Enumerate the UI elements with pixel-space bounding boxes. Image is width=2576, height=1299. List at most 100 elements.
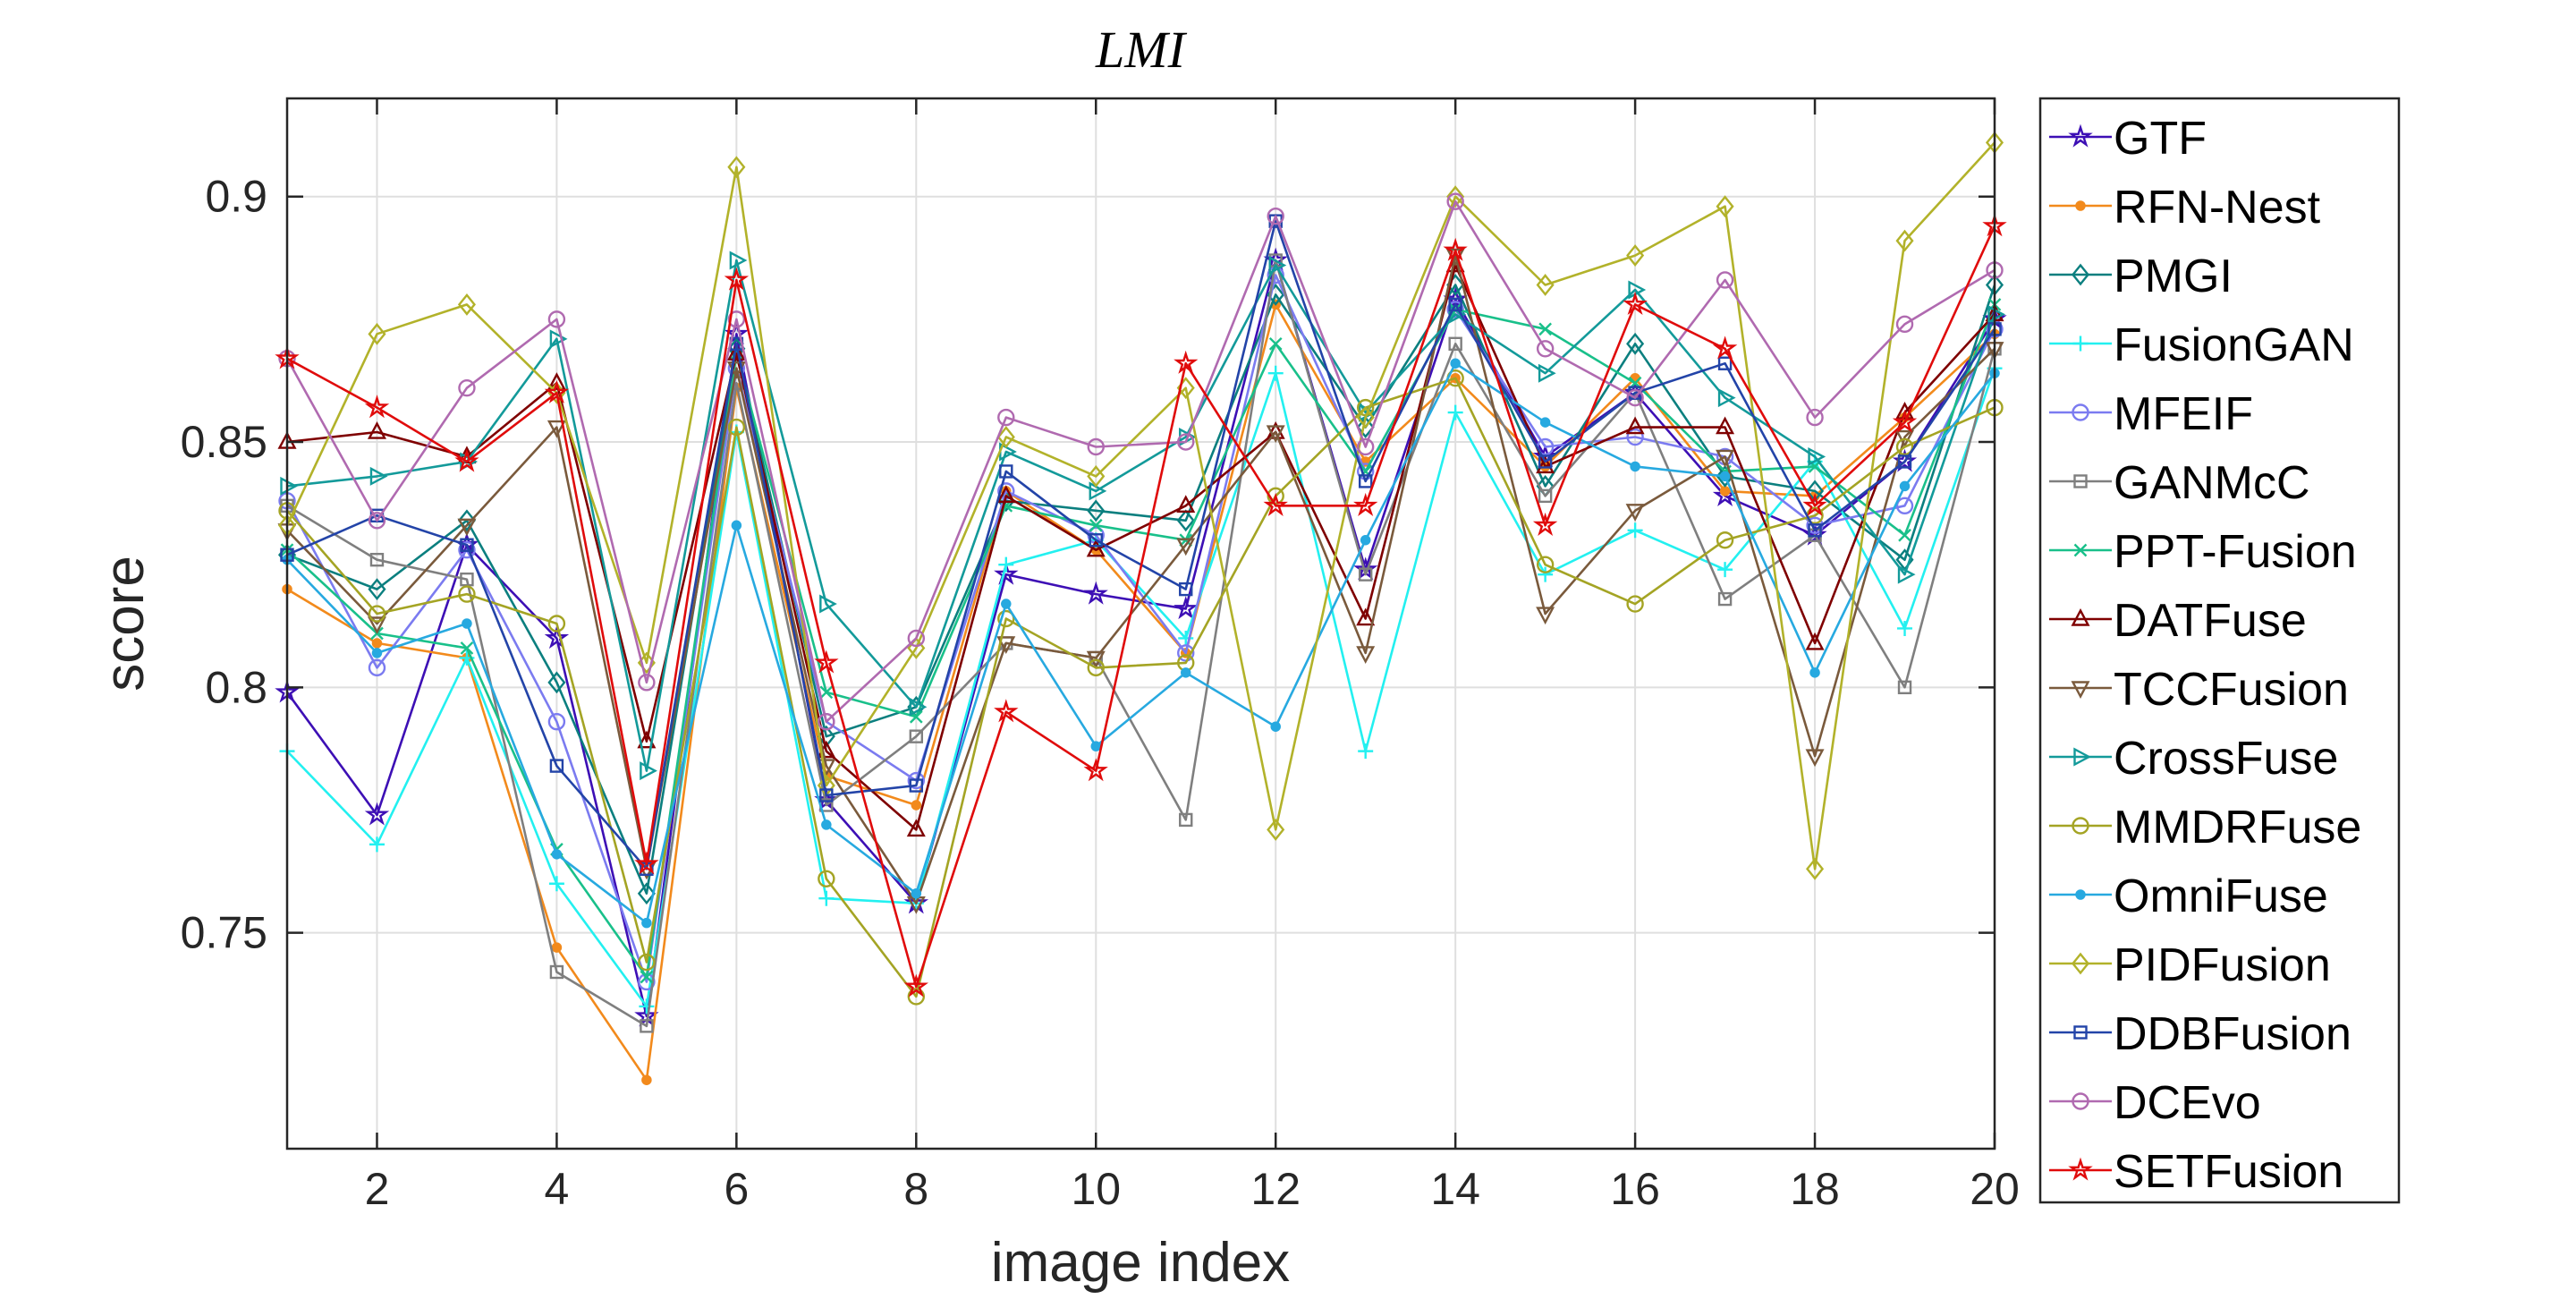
data-point-fusiongan bbox=[1717, 562, 1733, 578]
data-point-ppt-fusion bbox=[1268, 336, 1283, 351]
data-point-tccfusion bbox=[547, 420, 566, 438]
data-point-omnifuse bbox=[641, 917, 652, 929]
data-point-pidfusion bbox=[1536, 274, 1555, 296]
legend-entry-pidfusion: PIDFusion bbox=[2049, 939, 2331, 991]
x-tick-label: 4 bbox=[545, 1164, 570, 1214]
legend-marker-ganmcc bbox=[2073, 474, 2088, 488]
data-point-datfuse bbox=[1625, 416, 1645, 435]
data-point-tccfusion bbox=[1356, 646, 1376, 664]
data-point-pmgi bbox=[547, 671, 566, 694]
data-point-dcevo bbox=[1087, 437, 1105, 456]
data-point-mmdrfuse bbox=[1267, 487, 1284, 505]
data-point-pmgi bbox=[368, 578, 386, 601]
data-point-setfusion bbox=[1802, 492, 1827, 516]
data-point-crossfuse bbox=[819, 594, 837, 614]
x-tick-label: 14 bbox=[1430, 1164, 1480, 1214]
data-point-datfuse bbox=[1805, 632, 1825, 650]
legend-marker-rfn-nest bbox=[2075, 200, 2086, 211]
data-point-gtf bbox=[994, 561, 1019, 585]
series-line-mmdrfuse bbox=[286, 377, 1996, 998]
data-point-gtf bbox=[1083, 581, 1108, 605]
legend-label-pidfusion: PIDFusion bbox=[2114, 939, 2331, 991]
data-point-mmdrfuse bbox=[997, 609, 1015, 628]
legend-entry-pmgi: PMGI bbox=[2049, 250, 2233, 302]
data-point-setfusion bbox=[903, 973, 928, 998]
data-point-setfusion bbox=[1083, 758, 1108, 782]
data-point-datfuse bbox=[547, 372, 566, 390]
data-point-mmdrfuse bbox=[818, 870, 835, 887]
data-point-dcevo bbox=[1626, 388, 1644, 407]
legend-entry-fusiongan: FusionGAN bbox=[2049, 319, 2354, 371]
data-point-pidfusion bbox=[1895, 229, 1914, 252]
data-point-mmdrfuse bbox=[1626, 595, 1644, 613]
data-point-dcevo bbox=[818, 713, 835, 731]
data-point-mmdrfuse bbox=[458, 585, 476, 603]
data-point-gtf bbox=[544, 625, 570, 650]
data-point-tccfusion bbox=[367, 616, 386, 635]
data-point-ganmcc bbox=[1448, 336, 1462, 351]
legend-box bbox=[2038, 97, 2401, 1204]
data-point-mfeif bbox=[907, 771, 926, 790]
data-point-mfeif bbox=[368, 658, 386, 677]
y-tick-label: 0.85 bbox=[181, 417, 267, 467]
data-point-gtf bbox=[1174, 596, 1199, 620]
legend-marker-ddbfusion bbox=[2073, 1025, 2088, 1040]
data-point-ppt-fusion bbox=[460, 641, 474, 655]
legend-entry-gtf: GTF bbox=[2049, 113, 2207, 165]
series-line-datfuse bbox=[286, 264, 1996, 831]
legend-label-pmgi: PMGI bbox=[2114, 250, 2233, 302]
data-point-ppt-fusion bbox=[640, 970, 654, 984]
legend-entry-crossfuse: CrossFuse bbox=[2049, 733, 2338, 785]
data-point-tccfusion bbox=[1716, 449, 1735, 468]
data-point-setfusion bbox=[1174, 350, 1199, 374]
data-point-pidfusion bbox=[457, 293, 476, 316]
data-point-omnifuse bbox=[911, 887, 922, 899]
data-point-datfuse bbox=[1716, 416, 1735, 435]
data-point-ganmcc bbox=[1897, 680, 1912, 695]
data-point-omnifuse bbox=[1270, 721, 1281, 732]
x-tick-label: 6 bbox=[724, 1164, 749, 1214]
data-point-ddbfusion bbox=[549, 759, 564, 773]
data-point-omnifuse bbox=[731, 520, 742, 531]
legend-label-ppt-fusion: PPT-Fusion bbox=[2114, 526, 2357, 578]
legend-marker-mfeif bbox=[2072, 403, 2089, 421]
data-point-crossfuse bbox=[549, 329, 568, 349]
legend-label-fusiongan: FusionGAN bbox=[2114, 319, 2354, 371]
data-point-fusiongan bbox=[548, 876, 564, 892]
data-point-ddbfusion bbox=[909, 778, 924, 793]
data-point-pmgi bbox=[1626, 332, 1645, 355]
legend-entry-rfn-nest: RFN-Nest bbox=[2049, 182, 2321, 233]
legend-marker-setfusion bbox=[2068, 1157, 2093, 1181]
legend-label-crossfuse: CrossFuse bbox=[2114, 733, 2338, 785]
legend-entry-datfuse: DATFuse bbox=[2049, 595, 2307, 647]
data-point-omnifuse bbox=[462, 618, 472, 629]
data-point-setfusion bbox=[1532, 512, 1558, 536]
data-point-pidfusion bbox=[1626, 244, 1645, 267]
data-point-omnifuse bbox=[371, 648, 383, 658]
data-point-fusiongan bbox=[1358, 743, 1374, 760]
data-point-setfusion bbox=[364, 395, 390, 419]
data-point-datfuse bbox=[1536, 455, 1555, 474]
data-point-dcevo bbox=[547, 310, 566, 328]
legend-label-dcevo: DCEvo bbox=[2114, 1077, 2261, 1129]
data-point-crossfuse bbox=[729, 250, 748, 270]
data-point-ganmcc bbox=[640, 1019, 654, 1033]
data-point-ganmcc bbox=[369, 552, 385, 567]
legend-entry-mmdrfuse: MMDRFuse bbox=[2049, 802, 2361, 853]
data-point-datfuse bbox=[726, 343, 746, 361]
data-point-fusiongan bbox=[1538, 566, 1554, 582]
series-line-omnifuse bbox=[286, 361, 1996, 924]
series-line-crossfuse bbox=[286, 259, 1996, 772]
data-point-pidfusion bbox=[1806, 857, 1825, 880]
data-point-ddbfusion bbox=[1717, 356, 1733, 370]
data-point-ddbfusion bbox=[1538, 454, 1553, 469]
x-tick-label: 18 bbox=[1790, 1164, 1840, 1214]
data-point-pmgi bbox=[1087, 499, 1106, 522]
data-point-crossfuse bbox=[1808, 446, 1826, 466]
data-point-mmdrfuse bbox=[1895, 437, 1914, 456]
legend-entry-omnifuse: OmniFuse bbox=[2049, 870, 2328, 922]
data-point-crossfuse bbox=[1717, 388, 1736, 408]
data-point-fusiongan bbox=[1897, 620, 1913, 636]
series-line-mfeif bbox=[285, 274, 1996, 983]
data-point-tccfusion bbox=[1805, 749, 1825, 768]
